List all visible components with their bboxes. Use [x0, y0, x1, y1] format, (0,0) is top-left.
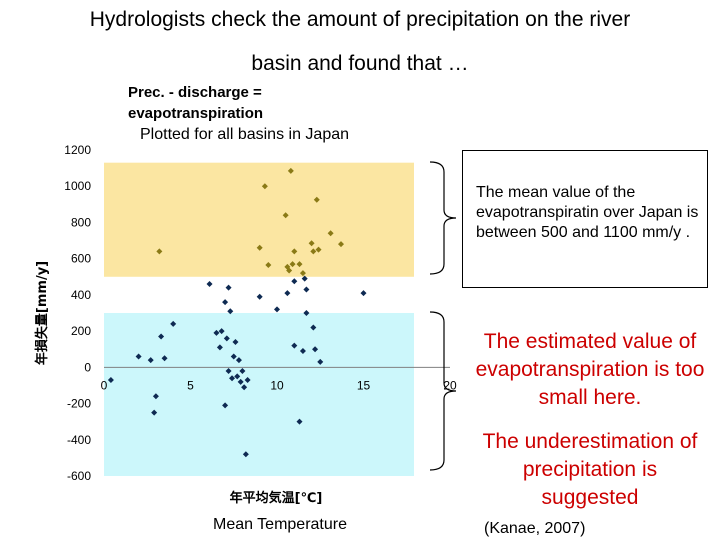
data-point-lower: [303, 310, 310, 316]
data-point-lower: [158, 333, 165, 340]
y-tick-label: -400: [67, 433, 91, 447]
data-point-upper: [310, 248, 317, 255]
data-point-upper: [282, 212, 289, 219]
data-point-upper: [286, 267, 293, 274]
data-point-lower: [244, 377, 251, 384]
data-point-lower: [301, 275, 308, 282]
equation-line-1: Prec. - discharge =: [128, 84, 262, 101]
data-point-upper: [256, 244, 263, 251]
data-point-lower: [239, 367, 246, 374]
brace-upper: [429, 161, 457, 275]
x-tick-label: 10: [270, 378, 284, 392]
data-point-lower: [225, 284, 232, 291]
data-point-lower: [222, 299, 229, 306]
data-point-lower: [135, 353, 142, 360]
data-point-upper: [265, 262, 272, 269]
band-upper: [104, 162, 414, 277]
data-point-lower: [225, 367, 232, 374]
data-point-lower: [317, 358, 324, 365]
data-point-upper: [327, 230, 334, 237]
y-tick-label: -600: [67, 469, 91, 483]
data-point-lower: [242, 451, 249, 458]
data-point-lower: [151, 409, 158, 416]
data-point-lower: [299, 348, 306, 355]
y-tick-label: 400: [71, 288, 91, 302]
mean-value-box: The mean value of the evapotranspiratin …: [462, 150, 708, 288]
data-point-lower: [291, 342, 298, 349]
plotted-note: Plotted for all basins in Japan: [140, 126, 350, 143]
data-point-upper: [299, 270, 306, 277]
slide-title-line-2: basin and found that …: [251, 52, 469, 75]
data-point-lower: [256, 293, 263, 300]
data-point-upper: [296, 261, 303, 268]
y-tick-label: 600: [71, 252, 91, 266]
data-point-lower: [218, 328, 225, 335]
brace-lower: [429, 311, 457, 471]
data-point-upper: [287, 167, 294, 174]
y-tick-label: 1200: [64, 143, 91, 157]
data-point-lower: [303, 286, 310, 293]
data-point-lower: [312, 346, 319, 353]
data-point-lower: [232, 338, 239, 345]
data-point-upper: [315, 246, 322, 253]
y-tick-label: 800: [71, 215, 91, 229]
data-point-lower: [170, 320, 177, 327]
data-point-lower: [241, 384, 248, 391]
data-point-lower: [230, 353, 237, 360]
data-point-lower: [216, 344, 223, 351]
data-point-upper: [289, 261, 296, 268]
data-point-lower: [235, 357, 242, 364]
data-point-upper: [156, 248, 163, 255]
y-axis-label: 年損失量[mm/y]: [34, 261, 50, 365]
data-point-lower: [227, 308, 234, 315]
data-point-lower: [229, 375, 236, 382]
citation: (Kanae, 2007): [484, 520, 586, 537]
x-tick-label: 0: [101, 378, 108, 392]
mean-temperature-caption: Mean Temperature: [213, 516, 347, 533]
data-point-lower: [274, 306, 280, 313]
data-point-lower: [223, 335, 230, 342]
y-tick-label: -200: [67, 397, 91, 411]
x-tick-label: 15: [357, 378, 371, 392]
data-point-lower: [222, 402, 229, 409]
data-point-lower: [206, 281, 213, 288]
slide-title-line-1: Hydrologists check the amount of precipi…: [89, 8, 631, 31]
data-point-lower: [237, 378, 244, 385]
x-tick-label: 5: [187, 378, 194, 392]
estimated-value-note: The estimated value of evapotranspiratio…: [475, 330, 705, 409]
y-tick-label: 200: [71, 324, 91, 338]
data-point-lower: [360, 290, 367, 297]
data-point-lower: [213, 329, 220, 336]
y-tick-label: 0: [84, 360, 91, 374]
data-point-lower: [147, 357, 154, 364]
data-point-lower: [310, 324, 317, 331]
data-point-upper: [313, 196, 320, 203]
data-point-lower: [161, 355, 168, 362]
equation-line-2: evapotranspiration: [128, 105, 264, 122]
equation-text: Prec. - discharge = evapotranspiration: [128, 82, 263, 124]
data-point-lower: [291, 278, 298, 285]
x-axis-label: 年平均気温[℃]: [230, 490, 323, 506]
data-point-lower: [296, 418, 303, 425]
data-point-lower: [234, 373, 241, 380]
data-point-upper: [291, 248, 298, 255]
mean-value-text: The mean value of the evapotranspiratin …: [476, 184, 699, 241]
data-point-lower: [284, 290, 291, 297]
y-tick-label: 1000: [64, 179, 91, 193]
data-point-upper: [308, 240, 315, 247]
data-point-upper: [261, 183, 268, 190]
data-point-lower: [107, 377, 114, 384]
data-point-upper: [338, 241, 345, 248]
data-point-lower: [152, 393, 159, 400]
band-lower: [104, 313, 414, 476]
underestimation-note: The underestimation of precipitation is …: [482, 430, 698, 509]
